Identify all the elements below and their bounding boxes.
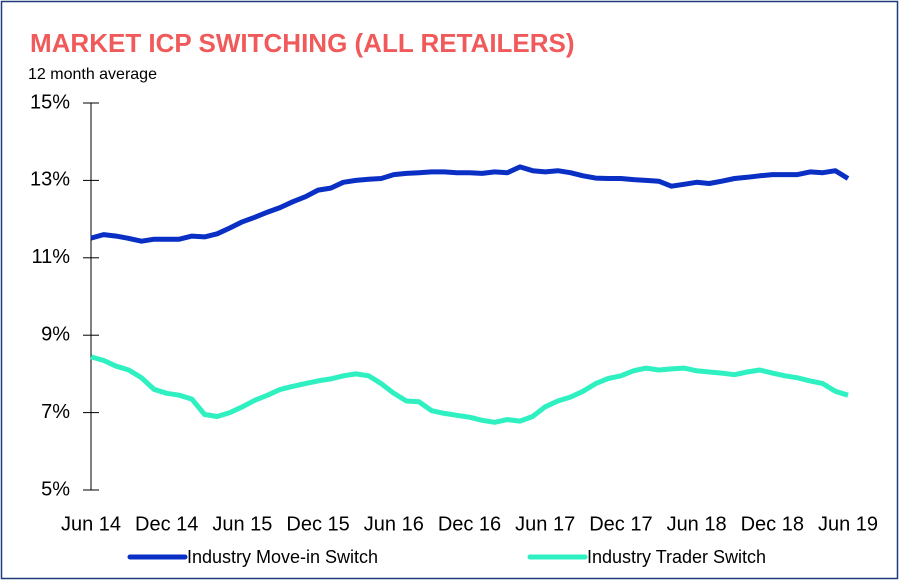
- legend-label: Industry Move-in Switch: [187, 547, 378, 567]
- x-tick-label: Jun 18: [667, 513, 727, 535]
- x-tick-label: Dec 16: [438, 513, 501, 535]
- x-tick-label: Jun 14: [61, 513, 121, 535]
- x-tick-label: Jun 17: [515, 513, 575, 535]
- series-line: [90, 354, 849, 425]
- x-tick-label: Dec 15: [286, 513, 349, 535]
- x-tick-label: Dec 18: [741, 513, 804, 535]
- y-tick-label: 5%: [41, 478, 70, 500]
- x-tick-label: Jun 15: [212, 513, 272, 535]
- x-tick-label: Dec 14: [135, 513, 198, 535]
- chart-title: MARKET ICP SWITCHING (ALL RETAILERS): [30, 28, 575, 58]
- y-tick-label: 15%: [30, 91, 70, 113]
- y-tick-label: 13%: [30, 169, 70, 191]
- legend-label: Industry Trader Switch: [587, 547, 766, 567]
- y-tick-label: 9%: [41, 323, 70, 345]
- chart-subtitle: 12 month average: [28, 66, 157, 83]
- x-tick-label: Dec 17: [589, 513, 652, 535]
- y-tick-label: 7%: [41, 401, 70, 423]
- series-line: [90, 164, 850, 244]
- y-tick-label: 11%: [31, 246, 70, 268]
- x-tick-label: Jun 19: [818, 513, 878, 535]
- x-tick-label: Jun 16: [364, 513, 424, 535]
